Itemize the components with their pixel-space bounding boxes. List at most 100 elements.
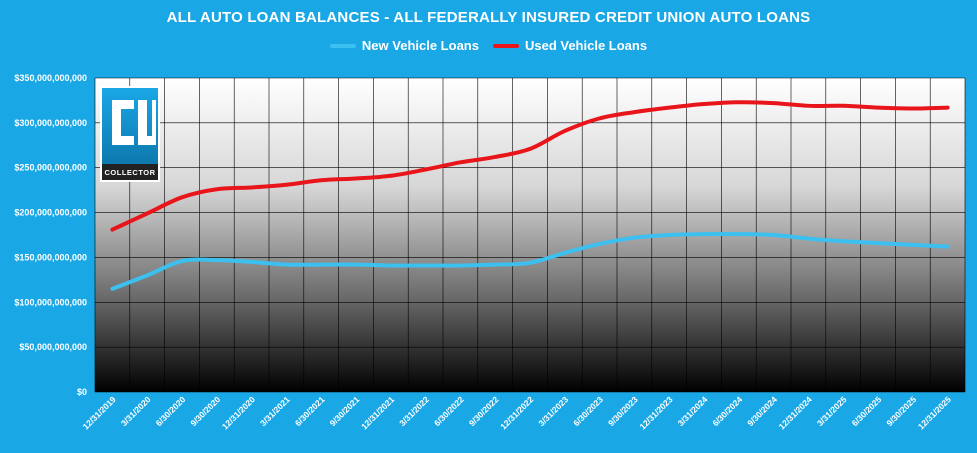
x-tick-label: 12/31/2019 xyxy=(81,394,118,431)
legend-swatch-used xyxy=(492,43,519,48)
logo-letter-u xyxy=(138,100,156,145)
data-point-used-vehicle xyxy=(354,176,358,180)
data-point-new-vehicle xyxy=(667,233,671,237)
data-point-new-vehicle xyxy=(598,242,602,246)
series-lines xyxy=(110,100,950,291)
data-point-used-vehicle xyxy=(911,107,915,111)
x-tick-label: 12/31/2020 xyxy=(220,394,257,431)
legend-label-used: Used Vehicle Loans xyxy=(524,38,648,53)
x-tick-label: 12/31/2022 xyxy=(498,394,535,431)
data-point-new-vehicle xyxy=(911,243,915,247)
data-point-new-vehicle xyxy=(389,264,393,268)
data-point-new-vehicle xyxy=(528,261,532,265)
logo-letter-c xyxy=(112,100,134,145)
x-axis: 12/31/2019 3/31/2020 6/30/2020 9/30/202012/… xyxy=(81,394,954,431)
x-tick-label: 9/30/2021 xyxy=(328,394,362,428)
data-point-used-vehicle xyxy=(424,168,428,172)
data-point-used-vehicle xyxy=(806,104,810,108)
grid-lines xyxy=(94,77,966,393)
data-point-used-vehicle xyxy=(946,106,950,110)
logo-text: COLLECTOR xyxy=(104,168,155,177)
data-point-new-vehicle xyxy=(354,263,358,267)
data-point-new-vehicle xyxy=(180,259,184,263)
data-point-new-vehicle xyxy=(841,239,845,243)
data-point-used-vehicle xyxy=(250,185,254,189)
data-point-used-vehicle xyxy=(389,174,393,178)
y-tick-label: $100,000,000,000 xyxy=(14,297,87,307)
data-point-used-vehicle xyxy=(841,104,845,108)
data-point-used-vehicle xyxy=(110,228,114,232)
x-tick-label: 9/30/2025 xyxy=(884,394,918,428)
y-tick-label: $150,000,000,000 xyxy=(14,252,87,262)
y-tick-label: $250,000,000,000 xyxy=(14,163,87,173)
x-tick-label: 12/31/2025 xyxy=(916,394,953,431)
data-point-new-vehicle xyxy=(284,263,288,267)
data-point-used-vehicle xyxy=(702,102,706,106)
y-axis: $0 $50,000,000,000 $100,000,000,000 $150,00… xyxy=(14,73,87,397)
y-tick-label: $0 xyxy=(77,387,87,397)
x-tick-label: 12/31/2023 xyxy=(637,394,674,431)
data-point-used-vehicle xyxy=(598,116,602,120)
data-point-new-vehicle xyxy=(110,287,114,291)
x-tick-label: 9/30/2023 xyxy=(606,394,640,428)
data-point-new-vehicle xyxy=(319,263,323,267)
data-point-used-vehicle xyxy=(215,187,219,191)
logo-banner xyxy=(102,164,158,180)
data-point-new-vehicle xyxy=(946,245,950,249)
x-tick-label: 6/30/2021 xyxy=(293,394,327,428)
data-point-used-vehicle xyxy=(319,178,323,182)
x-tick-label: 6/30/2025 xyxy=(850,394,884,428)
x-tick-label: 9/30/2020 xyxy=(188,394,222,428)
x-tick-label: 3/31/2023 xyxy=(536,394,570,428)
x-tick-label: 3/31/2024 xyxy=(676,394,710,428)
legend-item-new: New Vehicle Loans xyxy=(329,38,479,53)
y-tick-label: $350,000,000,000 xyxy=(14,73,87,83)
data-point-new-vehicle xyxy=(702,232,706,236)
data-point-used-vehicle xyxy=(528,147,532,151)
data-point-new-vehicle xyxy=(250,260,254,264)
x-tick-label: 9/30/2024 xyxy=(745,394,779,428)
x-tick-label: 3/31/2021 xyxy=(258,394,292,428)
data-point-new-vehicle xyxy=(145,273,149,277)
data-point-new-vehicle xyxy=(458,264,462,268)
plot-area xyxy=(95,78,965,392)
x-tick-label: 12/31/2021 xyxy=(359,394,396,431)
x-tick-label: 6/30/2024 xyxy=(710,394,744,428)
chart-legend: New Vehicle Loans Used Vehicle Loans xyxy=(0,38,977,53)
collector-logo: COLLECTOR xyxy=(100,86,160,182)
data-point-new-vehicle xyxy=(493,263,497,267)
data-point-new-vehicle xyxy=(215,258,219,262)
data-point-new-vehicle xyxy=(632,236,636,240)
data-point-used-vehicle xyxy=(180,195,184,199)
data-point-new-vehicle xyxy=(876,241,880,245)
data-point-used-vehicle xyxy=(284,183,288,187)
x-tick-label: 6/30/2022 xyxy=(432,394,466,428)
data-point-used-vehicle xyxy=(632,110,636,114)
legend-label-new: New Vehicle Loans xyxy=(361,38,479,53)
data-point-used-vehicle xyxy=(876,106,880,110)
x-tick-label: 3/31/2020 xyxy=(119,394,153,428)
data-point-new-vehicle xyxy=(563,251,567,255)
y-tick-label: $50,000,000,000 xyxy=(19,342,87,352)
data-point-new-vehicle xyxy=(772,233,776,237)
chart-title: ALL AUTO LOAN BALANCES - ALL FEDERALLY I… xyxy=(166,9,811,26)
data-point-used-vehicle xyxy=(563,129,567,133)
x-tick-label: 6/30/2023 xyxy=(571,394,605,428)
data-point-used-vehicle xyxy=(493,155,497,159)
y-tick-label: $300,000,000,000 xyxy=(14,118,87,128)
legend-swatch-new xyxy=(329,43,356,48)
data-point-used-vehicle xyxy=(458,160,462,164)
data-point-new-vehicle xyxy=(424,264,428,268)
data-point-new-vehicle xyxy=(806,237,810,241)
x-tick-label: 3/31/2025 xyxy=(815,394,849,428)
data-point-used-vehicle xyxy=(145,211,149,215)
y-tick-label: $200,000,000,000 xyxy=(14,208,87,218)
data-point-new-vehicle xyxy=(737,232,741,236)
x-tick-label: 9/30/2022 xyxy=(467,394,501,428)
data-point-used-vehicle xyxy=(772,101,776,105)
data-point-used-vehicle xyxy=(737,100,741,104)
x-tick-label: 12/31/2024 xyxy=(777,394,814,431)
data-point-used-vehicle xyxy=(667,106,671,110)
x-tick-label: 6/30/2020 xyxy=(154,394,188,428)
